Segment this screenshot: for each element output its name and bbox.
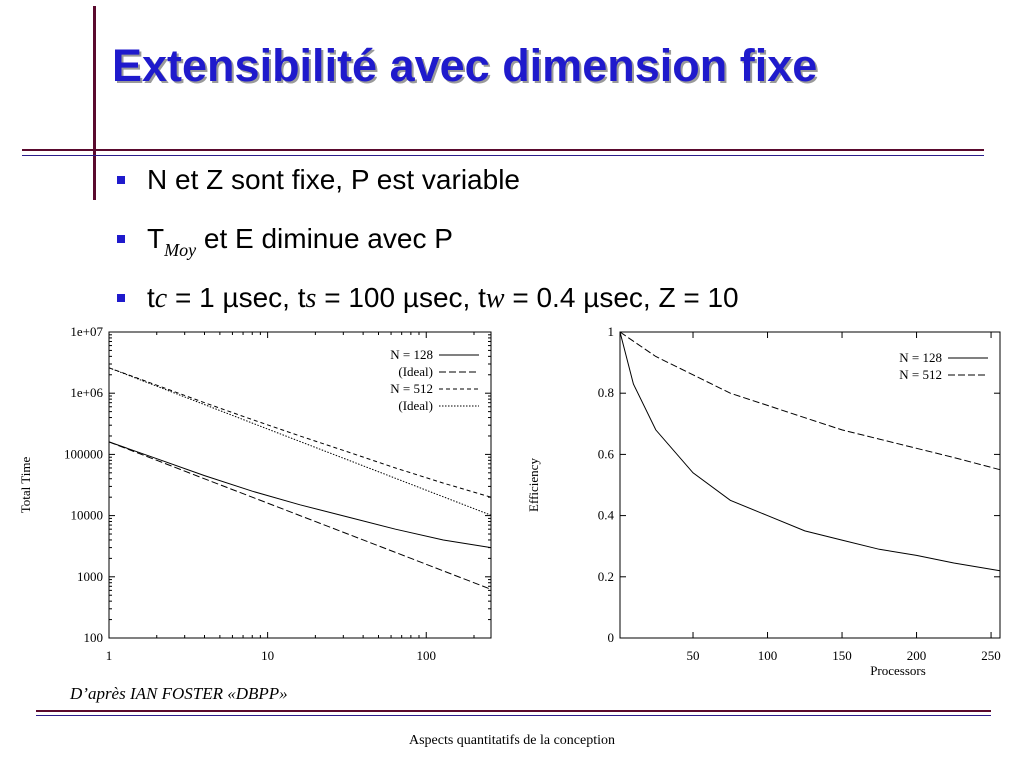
series-line <box>108 441 492 590</box>
y-tick-label: 0.8 <box>598 385 614 400</box>
series-line <box>619 331 1001 471</box>
plot-frame <box>108 331 492 639</box>
y-tick-label: 1 <box>608 324 615 339</box>
slide-title: Extensibilité avec dimension fixe <box>112 40 818 91</box>
x-tick-label: 50 <box>687 648 700 663</box>
y-tick-label: 1000 <box>77 569 103 584</box>
y-tick-label: 0.6 <box>598 446 615 461</box>
x-tick-label: 1 <box>106 648 113 663</box>
bullet-text: N et Z sont fixe, P est variable <box>147 164 520 195</box>
bullet-square-icon <box>117 235 125 243</box>
x-tick-label: 250 <box>981 648 1001 663</box>
title-underline-secondary <box>22 155 984 156</box>
bullet-square-icon <box>117 176 125 184</box>
legend-label: N = 128 <box>390 347 433 362</box>
y-tick-label: 100000 <box>64 446 103 461</box>
x-tick-label: 10 <box>261 648 274 663</box>
legend-label: (Ideal) <box>398 364 433 379</box>
footer-rule-secondary <box>36 715 991 716</box>
slide-footer: Aspects quantitatifs de la conception <box>408 733 616 748</box>
legend-label: N = 128 <box>899 350 942 365</box>
x-tick-label: 100 <box>758 648 778 663</box>
bullet-text: TMoy et E diminue avec P <box>147 223 453 260</box>
legend-label: N = 512 <box>390 381 433 396</box>
y-tick-label: 1e+07 <box>70 324 103 339</box>
y-tick-label: 100 <box>84 630 104 645</box>
title-underline <box>22 149 984 151</box>
title-vertical-rule <box>93 6 96 200</box>
series-line <box>108 367 492 498</box>
legend-label: N = 512 <box>899 367 942 382</box>
y-tick-label: 0 <box>608 630 615 645</box>
x-axis-label: Processors <box>870 663 926 678</box>
footer-rule <box>36 710 991 712</box>
y-tick-label: 10000 <box>71 508 104 523</box>
x-tick-label: 150 <box>832 648 852 663</box>
y-axis-label: Total Time <box>18 457 33 514</box>
y-tick-label: 0.4 <box>598 508 615 523</box>
x-tick-label: 200 <box>907 648 927 663</box>
series-line <box>108 367 492 516</box>
y-tick-label: 1e+06 <box>70 385 103 400</box>
plot-frame <box>619 331 1001 639</box>
x-tick-label: 100 <box>416 648 436 663</box>
y-axis-label: Efficiency <box>526 458 541 512</box>
total-time-chart: 100 1000 10000 100000 1e+06 1e+07 1 10 100 Total … <box>18 324 492 663</box>
source-credit: D’après IAN FOSTER «DBPP» <box>70 684 288 703</box>
bullet-square-icon <box>117 294 125 302</box>
subscript-moy: Moy <box>164 240 197 260</box>
series-line <box>108 441 492 549</box>
bullet-text: tc = 1 µsec, ts = 100 µsec, tw = 0.4 µse… <box>147 282 739 314</box>
y-tick-label: 0.2 <box>598 569 614 584</box>
series-line <box>619 331 1001 572</box>
legend-label: (Ideal) <box>398 398 433 413</box>
